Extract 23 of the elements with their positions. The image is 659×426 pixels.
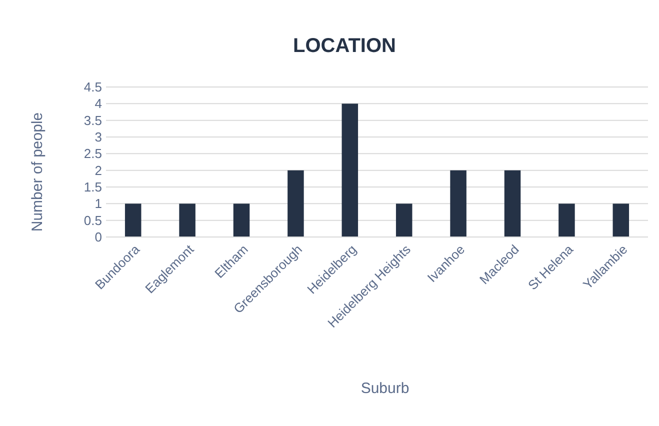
y-tick-label: 4	[94, 96, 102, 112]
bar	[558, 204, 575, 237]
bar	[612, 204, 630, 237]
y-tick-label: 3.5	[84, 112, 102, 128]
y-tick-label: 4.5	[84, 80, 102, 95]
bar	[288, 170, 304, 237]
bar	[504, 170, 521, 237]
y-tick-label: 0.5	[84, 212, 102, 228]
y-axis-title: Number of people	[29, 112, 46, 232]
bar	[396, 204, 412, 237]
y-tick-label: 2	[94, 162, 102, 178]
bar	[179, 204, 196, 237]
y-tick-label: 1.5	[84, 180, 102, 195]
y-tick-label: 0	[94, 230, 102, 245]
y-tick-label: 1	[94, 196, 102, 212]
bar	[233, 204, 250, 237]
y-tick-label: 3	[94, 130, 102, 145]
bar	[450, 170, 466, 237]
y-tick-label: 2.5	[84, 146, 102, 162]
x-axis-title: Suburb	[360, 380, 410, 397]
bar	[342, 104, 358, 237]
chart-title: LOCATION	[293, 35, 396, 57]
bar	[124, 204, 142, 237]
